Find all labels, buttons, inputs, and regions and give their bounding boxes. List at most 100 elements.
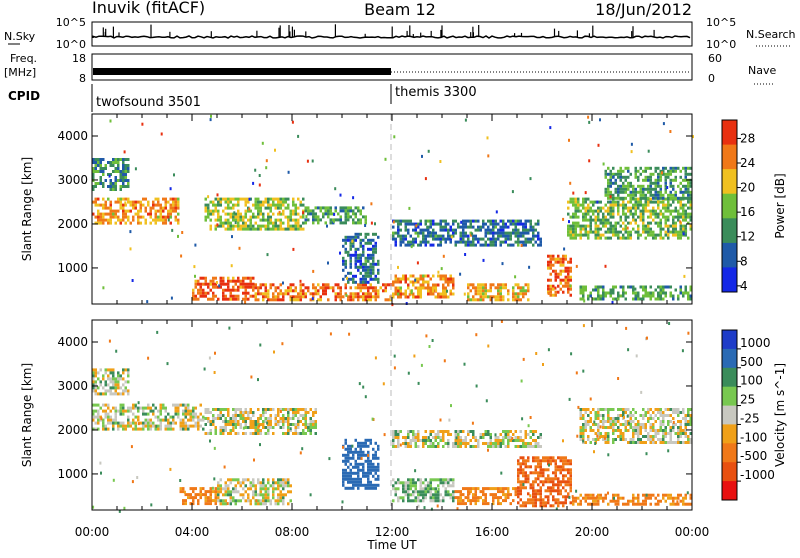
heatmap-cell xyxy=(405,220,408,223)
heatmap-cell xyxy=(415,445,418,448)
heatmap-cell xyxy=(400,244,403,247)
heatmap-cell xyxy=(575,213,578,216)
heatmap-cell xyxy=(622,408,625,411)
heatmap-cell xyxy=(342,469,345,472)
heatmap-cell xyxy=(682,167,685,170)
heatmap-cell xyxy=(607,414,610,417)
heatmap-cell xyxy=(455,229,458,232)
heatmap-cell xyxy=(650,185,653,188)
heatmap-cell xyxy=(610,420,613,423)
heatmap-cell xyxy=(275,228,278,231)
heatmap-cell xyxy=(197,298,200,301)
heatmap-cell xyxy=(411,291,413,294)
heatmap-cell xyxy=(602,420,605,423)
heatmap-cell xyxy=(122,170,125,173)
heatmap-cell xyxy=(682,213,685,216)
heatmap-cell xyxy=(417,278,420,281)
heatmap-cell xyxy=(642,213,645,216)
heatmap-cell xyxy=(232,414,235,417)
heatmap-cell xyxy=(582,207,585,210)
heatmap-cell xyxy=(122,213,125,216)
heatmap-cell xyxy=(637,420,640,423)
heatmap-cell xyxy=(525,226,528,229)
heatmap-cell xyxy=(635,426,638,429)
heatmap-cell xyxy=(250,423,253,426)
heatmap-cell xyxy=(527,465,530,468)
heatmap-cell xyxy=(582,213,585,216)
heatmap-cell xyxy=(565,270,568,273)
heatmap-cell xyxy=(502,499,505,502)
heatmap-cell xyxy=(445,238,448,241)
heatmap-cell xyxy=(647,185,650,188)
heatmap-cell xyxy=(672,497,675,500)
heatmap-cell xyxy=(165,198,168,201)
heatmap-cell xyxy=(615,438,618,441)
heatmap-cell xyxy=(677,298,680,301)
heatmap-cell xyxy=(565,480,568,483)
heatmap-cell xyxy=(400,287,403,290)
heatmap-cell xyxy=(277,502,280,505)
heatmap-cell xyxy=(605,420,608,423)
heatmap-cell xyxy=(452,481,455,484)
heatmap-cell xyxy=(410,241,413,244)
heatmap-cell xyxy=(265,493,268,496)
heatmap-cell xyxy=(500,487,503,490)
heatmap-cell xyxy=(292,283,295,286)
heatmap-cell xyxy=(647,167,650,170)
heatmap-cell xyxy=(587,298,590,301)
heatmap-cell xyxy=(617,292,620,295)
heatmap-cell xyxy=(270,408,273,411)
heatmap-cell xyxy=(575,497,578,500)
heatmap-cell xyxy=(630,426,633,429)
heatmap-cell xyxy=(157,198,160,201)
heatmap-cell xyxy=(672,201,675,204)
heatmap-cell xyxy=(360,289,363,292)
heatmap-cell xyxy=(265,411,268,414)
heatmap-cell xyxy=(507,220,510,223)
heatmap-cell xyxy=(630,411,633,414)
heatmap-cell xyxy=(392,293,395,296)
heatmap-cell xyxy=(216,281,218,284)
heatmap-cell xyxy=(667,408,670,411)
heatmap-cell xyxy=(102,422,105,425)
heatmap-cell xyxy=(580,494,583,497)
heatmap-cell xyxy=(145,222,148,225)
heatmap-cell xyxy=(202,289,205,292)
heatmap-cell xyxy=(517,244,520,247)
heatmap-cell xyxy=(632,194,635,197)
heatmap-cell xyxy=(555,273,558,276)
heatmap-cell xyxy=(517,223,520,226)
heatmap-cell xyxy=(250,408,253,411)
heatmap-cell xyxy=(127,210,130,213)
heatmap-cell xyxy=(437,484,440,487)
heatmap-cell xyxy=(232,225,235,228)
heatmap-cell xyxy=(617,295,620,298)
heatmap-cell xyxy=(655,182,658,185)
heatmap-cell xyxy=(200,404,203,407)
heatmap-cell xyxy=(310,429,313,432)
heatmap-cell xyxy=(670,295,673,298)
heatmap-cell xyxy=(217,204,220,207)
heatmap-cell xyxy=(492,241,495,244)
heatmap-cell xyxy=(175,210,178,213)
heatmap-cell xyxy=(160,413,163,416)
heatmap-cell xyxy=(217,490,220,493)
heatmap-cell xyxy=(627,286,630,289)
heatmap-cell xyxy=(202,428,205,431)
heatmap-cell xyxy=(392,484,395,487)
heatmap-cell xyxy=(562,270,565,273)
heatmap-cell xyxy=(175,422,178,425)
heatmap-cell xyxy=(665,225,668,228)
heatmap-cell xyxy=(430,496,433,499)
heatmap-cell xyxy=(372,260,375,263)
heatmap-cell xyxy=(585,423,588,426)
heatmap-cell xyxy=(507,292,510,295)
heatmap-cell xyxy=(530,486,533,489)
heatmap-cell xyxy=(655,497,658,500)
heatmap-cell xyxy=(560,270,563,273)
heatmap-cell xyxy=(370,283,373,286)
heatmap-cell xyxy=(617,173,620,176)
heatmap-cell xyxy=(117,392,120,395)
heatmap-cell xyxy=(507,493,510,496)
heatmap-cell xyxy=(585,411,588,414)
